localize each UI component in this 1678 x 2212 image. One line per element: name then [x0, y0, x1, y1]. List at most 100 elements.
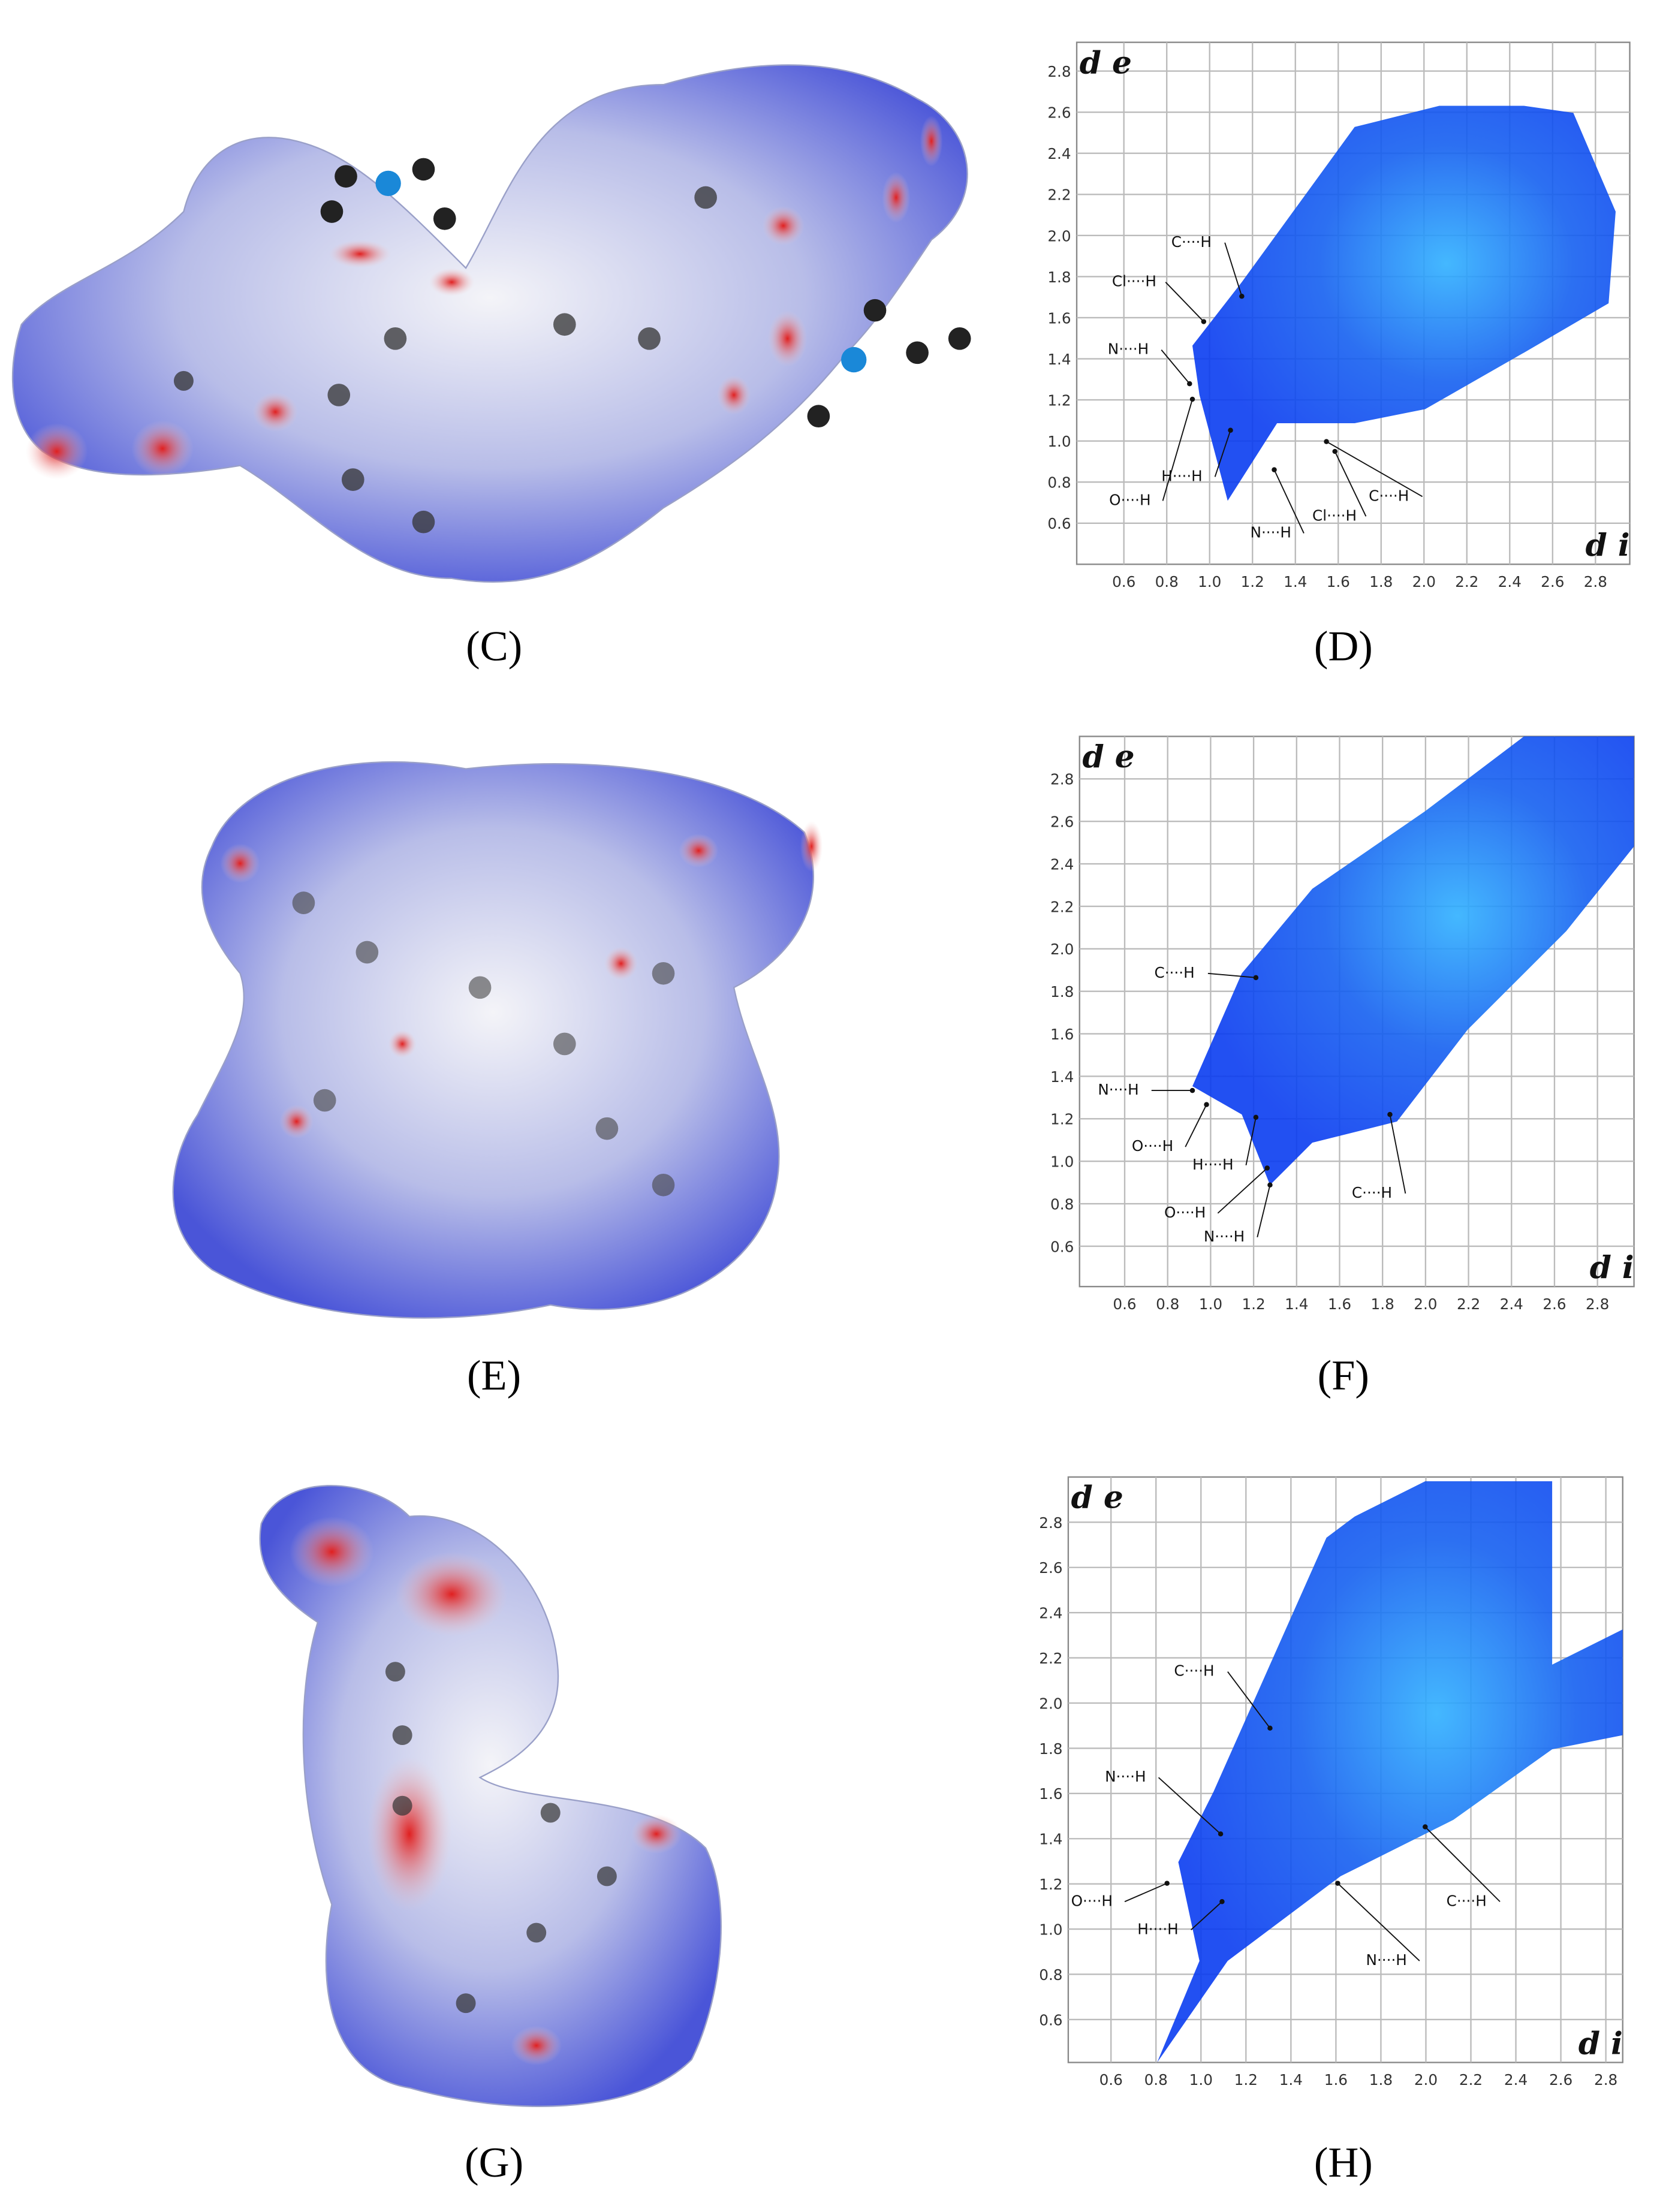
annotation: C····H [1171, 233, 1212, 251]
y-tick-label: 2.4 [1039, 1605, 1062, 1622]
x-tick-label: 1.2 [1241, 573, 1264, 590]
x-tick-label: 2.8 [1586, 1295, 1609, 1313]
y-tick-label: 2.0 [1050, 941, 1074, 958]
panel-label: (F) [1318, 1352, 1369, 1399]
arrow-head [1335, 1880, 1340, 1886]
arrow-head [1164, 1880, 1170, 1886]
arrow-head [1187, 381, 1192, 387]
annotation-arrow [1337, 1882, 1420, 1961]
y-tick-label: 2.2 [1039, 1650, 1062, 1667]
arrow-head [1253, 975, 1259, 981]
fingerprint-cloud [1192, 106, 1616, 501]
annotation-arrow [1334, 451, 1367, 517]
arrow-head [1204, 1102, 1209, 1107]
panel-label: (C) [466, 623, 522, 670]
annotation: N····H [1366, 1951, 1406, 1969]
annotation: C····H [1154, 964, 1194, 981]
arrow-head [1218, 1831, 1224, 1837]
y-tick-label: 1.2 [1050, 1111, 1074, 1128]
x-tick-label: 1.8 [1371, 1295, 1394, 1313]
annotation-arrow [1165, 282, 1204, 323]
annotation-arrow [1257, 1185, 1271, 1238]
x-tick-label: 1.0 [1199, 1295, 1222, 1313]
x-tick-label: 1.6 [1324, 2071, 1348, 2089]
x-tick-label: 0.8 [1156, 1295, 1179, 1313]
y-tick-label: 1.0 [1050, 1153, 1074, 1171]
y-tick-label: 1.6 [1039, 1785, 1062, 1803]
annotation: O····H [1132, 1137, 1173, 1155]
y-tick-label: 1.8 [1039, 1740, 1062, 1758]
x-tick-label: 2.6 [1543, 1295, 1566, 1313]
hirshfeld-surface-g [259, 1485, 722, 2107]
annotation-arrow [1162, 399, 1193, 501]
arrow-head [1324, 439, 1329, 444]
y-tick-label: 0.8 [1047, 474, 1071, 492]
annotation-arrow [1158, 1777, 1221, 1835]
annotation: N····H [1108, 340, 1149, 358]
x-axis-label: d i [1586, 527, 1630, 563]
x-tick-label: 1.6 [1327, 573, 1350, 590]
arrow-head [1332, 448, 1337, 454]
panel-label: (G) [465, 2139, 523, 2186]
annotation: N····H [1098, 1081, 1138, 1098]
y-tick-label: 1.0 [1047, 433, 1071, 450]
arrow-head [1253, 1114, 1259, 1120]
arrow-head [1267, 1725, 1273, 1731]
panel-label: (D) [1314, 623, 1373, 670]
fingerprint-cloud [1192, 736, 1634, 1185]
x-tick-label: 1.2 [1234, 2071, 1258, 2089]
y-tick-label: 1.4 [1039, 1831, 1062, 1848]
arrow-head [1201, 319, 1207, 324]
x-tick-label: 2.4 [1504, 2071, 1528, 2089]
y-tick-label: 1.0 [1039, 1921, 1062, 1938]
x-tick-label: 1.0 [1189, 2071, 1213, 2089]
annotation-arrow [1207, 972, 1256, 978]
x-tick-label: 1.4 [1284, 573, 1307, 590]
y-tick-label: 0.6 [1050, 1238, 1074, 1255]
x-tick-label: 0.6 [1113, 1295, 1136, 1313]
annotation-arrow [1245, 1117, 1257, 1166]
y-tick-label: 2.6 [1047, 104, 1071, 122]
annotation: C····H [1369, 487, 1409, 504]
x-tick-label: 2.4 [1500, 1295, 1523, 1313]
x-tick-label: 1.8 [1369, 573, 1393, 590]
x-axis-label: d i [1578, 2025, 1623, 2062]
x-tick-label: 1.4 [1285, 1295, 1308, 1313]
y-tick-label: 2.0 [1039, 1695, 1062, 1712]
hirshfeld-surface-e [172, 761, 823, 1319]
x-tick-label: 1.2 [1242, 1295, 1265, 1313]
y-tick-label: 2.0 [1047, 227, 1071, 245]
y-axis-label: d e [1071, 1479, 1123, 1516]
annotation: C····H [1352, 1184, 1392, 1201]
annotation-arrow [1227, 1671, 1271, 1729]
x-tick-label: 2.8 [1594, 2071, 1617, 2089]
y-tick-label: 2.8 [1047, 63, 1071, 80]
annotation-arrow [1214, 430, 1231, 477]
arrow-head [1272, 467, 1277, 472]
y-tick-label: 2.4 [1047, 145, 1071, 162]
fingerprint-cloud [1157, 1481, 1623, 2063]
y-tick-label: 0.8 [1050, 1195, 1074, 1213]
annotation-arrow [1191, 1901, 1223, 1931]
y-tick-label: 1.8 [1047, 269, 1071, 286]
y-tick-label: 2.4 [1050, 855, 1074, 873]
x-tick-label: 2.0 [1414, 1295, 1437, 1313]
x-tick-label: 1.4 [1279, 2071, 1303, 2089]
y-tick-label: 0.6 [1047, 515, 1071, 532]
x-tick-label: 2.0 [1414, 2071, 1438, 2089]
arrow-head [1267, 1182, 1273, 1188]
annotation: Cl····H [1112, 273, 1156, 290]
arrow-head [1219, 1899, 1225, 1904]
y-tick-label: 1.6 [1050, 1026, 1074, 1043]
x-tick-label: 2.2 [1457, 1295, 1480, 1313]
x-tick-label: 2.6 [1549, 2071, 1572, 2089]
arrow-head [1387, 1111, 1393, 1117]
y-tick-label: 1.2 [1039, 1876, 1062, 1893]
y-tick-label: 2.6 [1039, 1559, 1062, 1577]
annotation: O····H [1109, 491, 1150, 508]
annotation-arrow [1224, 242, 1243, 297]
arrow-head [1189, 396, 1195, 402]
x-tick-label: 0.8 [1155, 573, 1179, 590]
